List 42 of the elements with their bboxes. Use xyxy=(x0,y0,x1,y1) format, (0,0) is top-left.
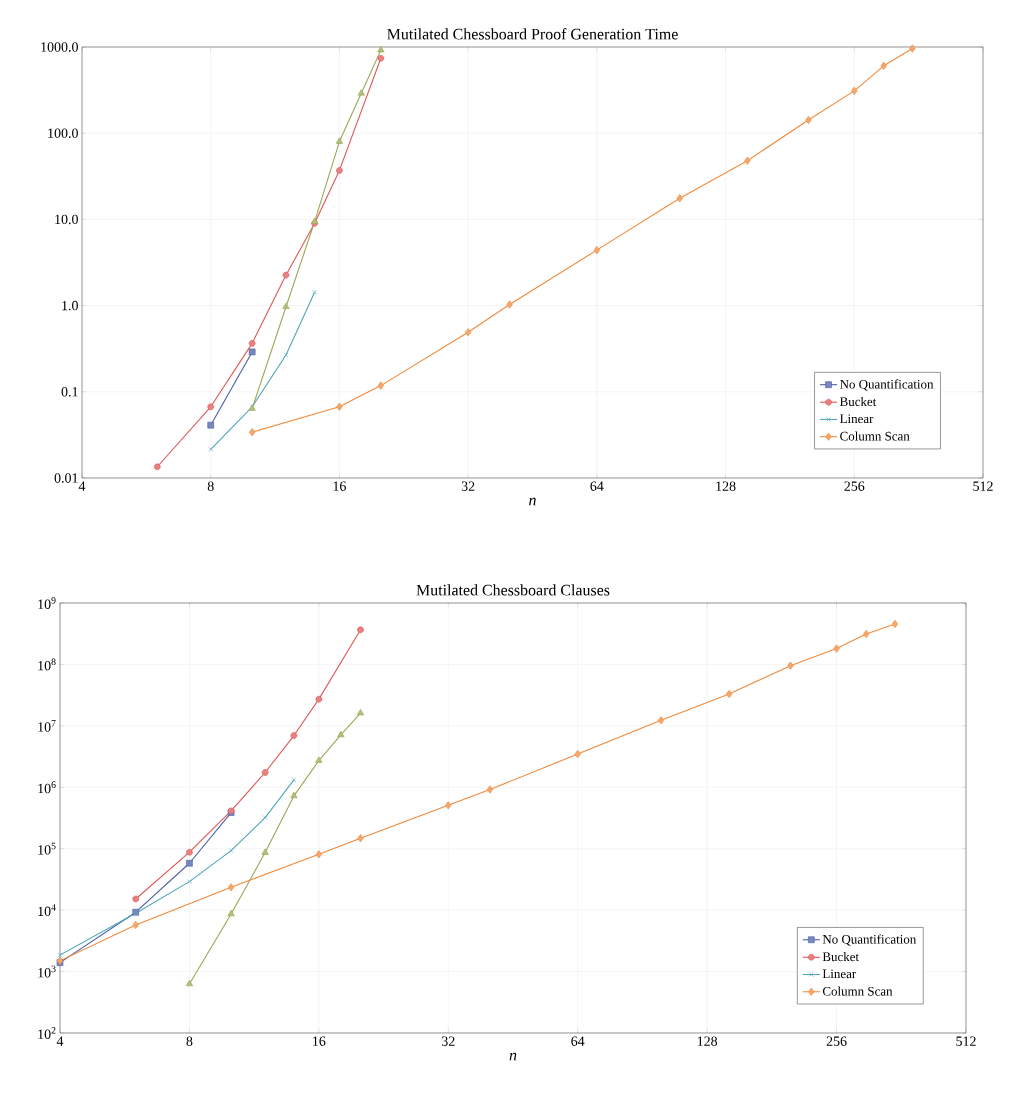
x-tick-label: 32 xyxy=(441,1036,455,1046)
x-tick-label: 8 xyxy=(207,481,214,491)
legend-label: Linear xyxy=(839,414,874,424)
y-tick-label: 10$^{4}$ xyxy=(38,904,56,917)
legend-label: Column Scan xyxy=(822,986,893,996)
y-tick-label: 10$^{9}$ xyxy=(38,597,56,609)
x-tick-label: 8 xyxy=(186,1036,193,1046)
y-tick-label: 10$^{6}$ xyxy=(38,781,56,794)
y-tick-label: 100.0 xyxy=(48,128,78,138)
chart-title: Mutilated Chessboard Clauses xyxy=(416,584,610,596)
x-tick-label: 512 xyxy=(956,1036,976,1046)
x-tick-label: 32 xyxy=(461,481,475,491)
x-tick-label: 64 xyxy=(590,481,604,491)
legend-label: Bucket xyxy=(839,396,877,407)
x-axis-title: n xyxy=(529,497,536,506)
y-tick-label: 1000.0 xyxy=(41,42,78,52)
x-tick-label: 4 xyxy=(56,1036,64,1046)
y-tick-label: 10$^{2}$ xyxy=(38,1027,56,1039)
x-tick-label: 64 xyxy=(571,1036,585,1046)
x-tick-label: 128 xyxy=(697,1036,718,1046)
y-tick-label: 10$^{5}$ xyxy=(38,842,56,855)
legend-label: Bucket xyxy=(822,952,859,962)
x-tick-label: 16 xyxy=(313,1036,326,1046)
x-tick-label: 4 xyxy=(78,481,86,491)
x-axis-title: n xyxy=(509,1052,517,1061)
x-tick-label: 256 xyxy=(844,481,865,491)
x-tick-label: 512 xyxy=(973,481,993,491)
y-tick-label: 10.0 xyxy=(55,214,78,225)
y-tick-label: 10$^{8}$ xyxy=(38,658,56,671)
legend-label: No Quantification xyxy=(822,934,917,946)
x-tick-label: 256 xyxy=(826,1036,847,1046)
y-tick-label: 0.01 xyxy=(54,473,78,483)
x-tick-label: 128 xyxy=(716,481,736,491)
y-tick-label: 0.1 xyxy=(61,387,78,397)
legend-label: No Quantification xyxy=(839,379,934,391)
legend-label: Linear xyxy=(822,969,857,979)
y-tick-label: 10$^{7}$ xyxy=(38,719,56,732)
y-tick-label: 10$^{3}$ xyxy=(38,965,56,978)
legend-label: Column Scan xyxy=(840,431,910,441)
x-tick-label: 16 xyxy=(333,481,346,491)
chart-title: Mutilated Chessboard Proof Generation Time xyxy=(387,28,678,40)
y-tick-label: 1.0 xyxy=(62,300,78,311)
